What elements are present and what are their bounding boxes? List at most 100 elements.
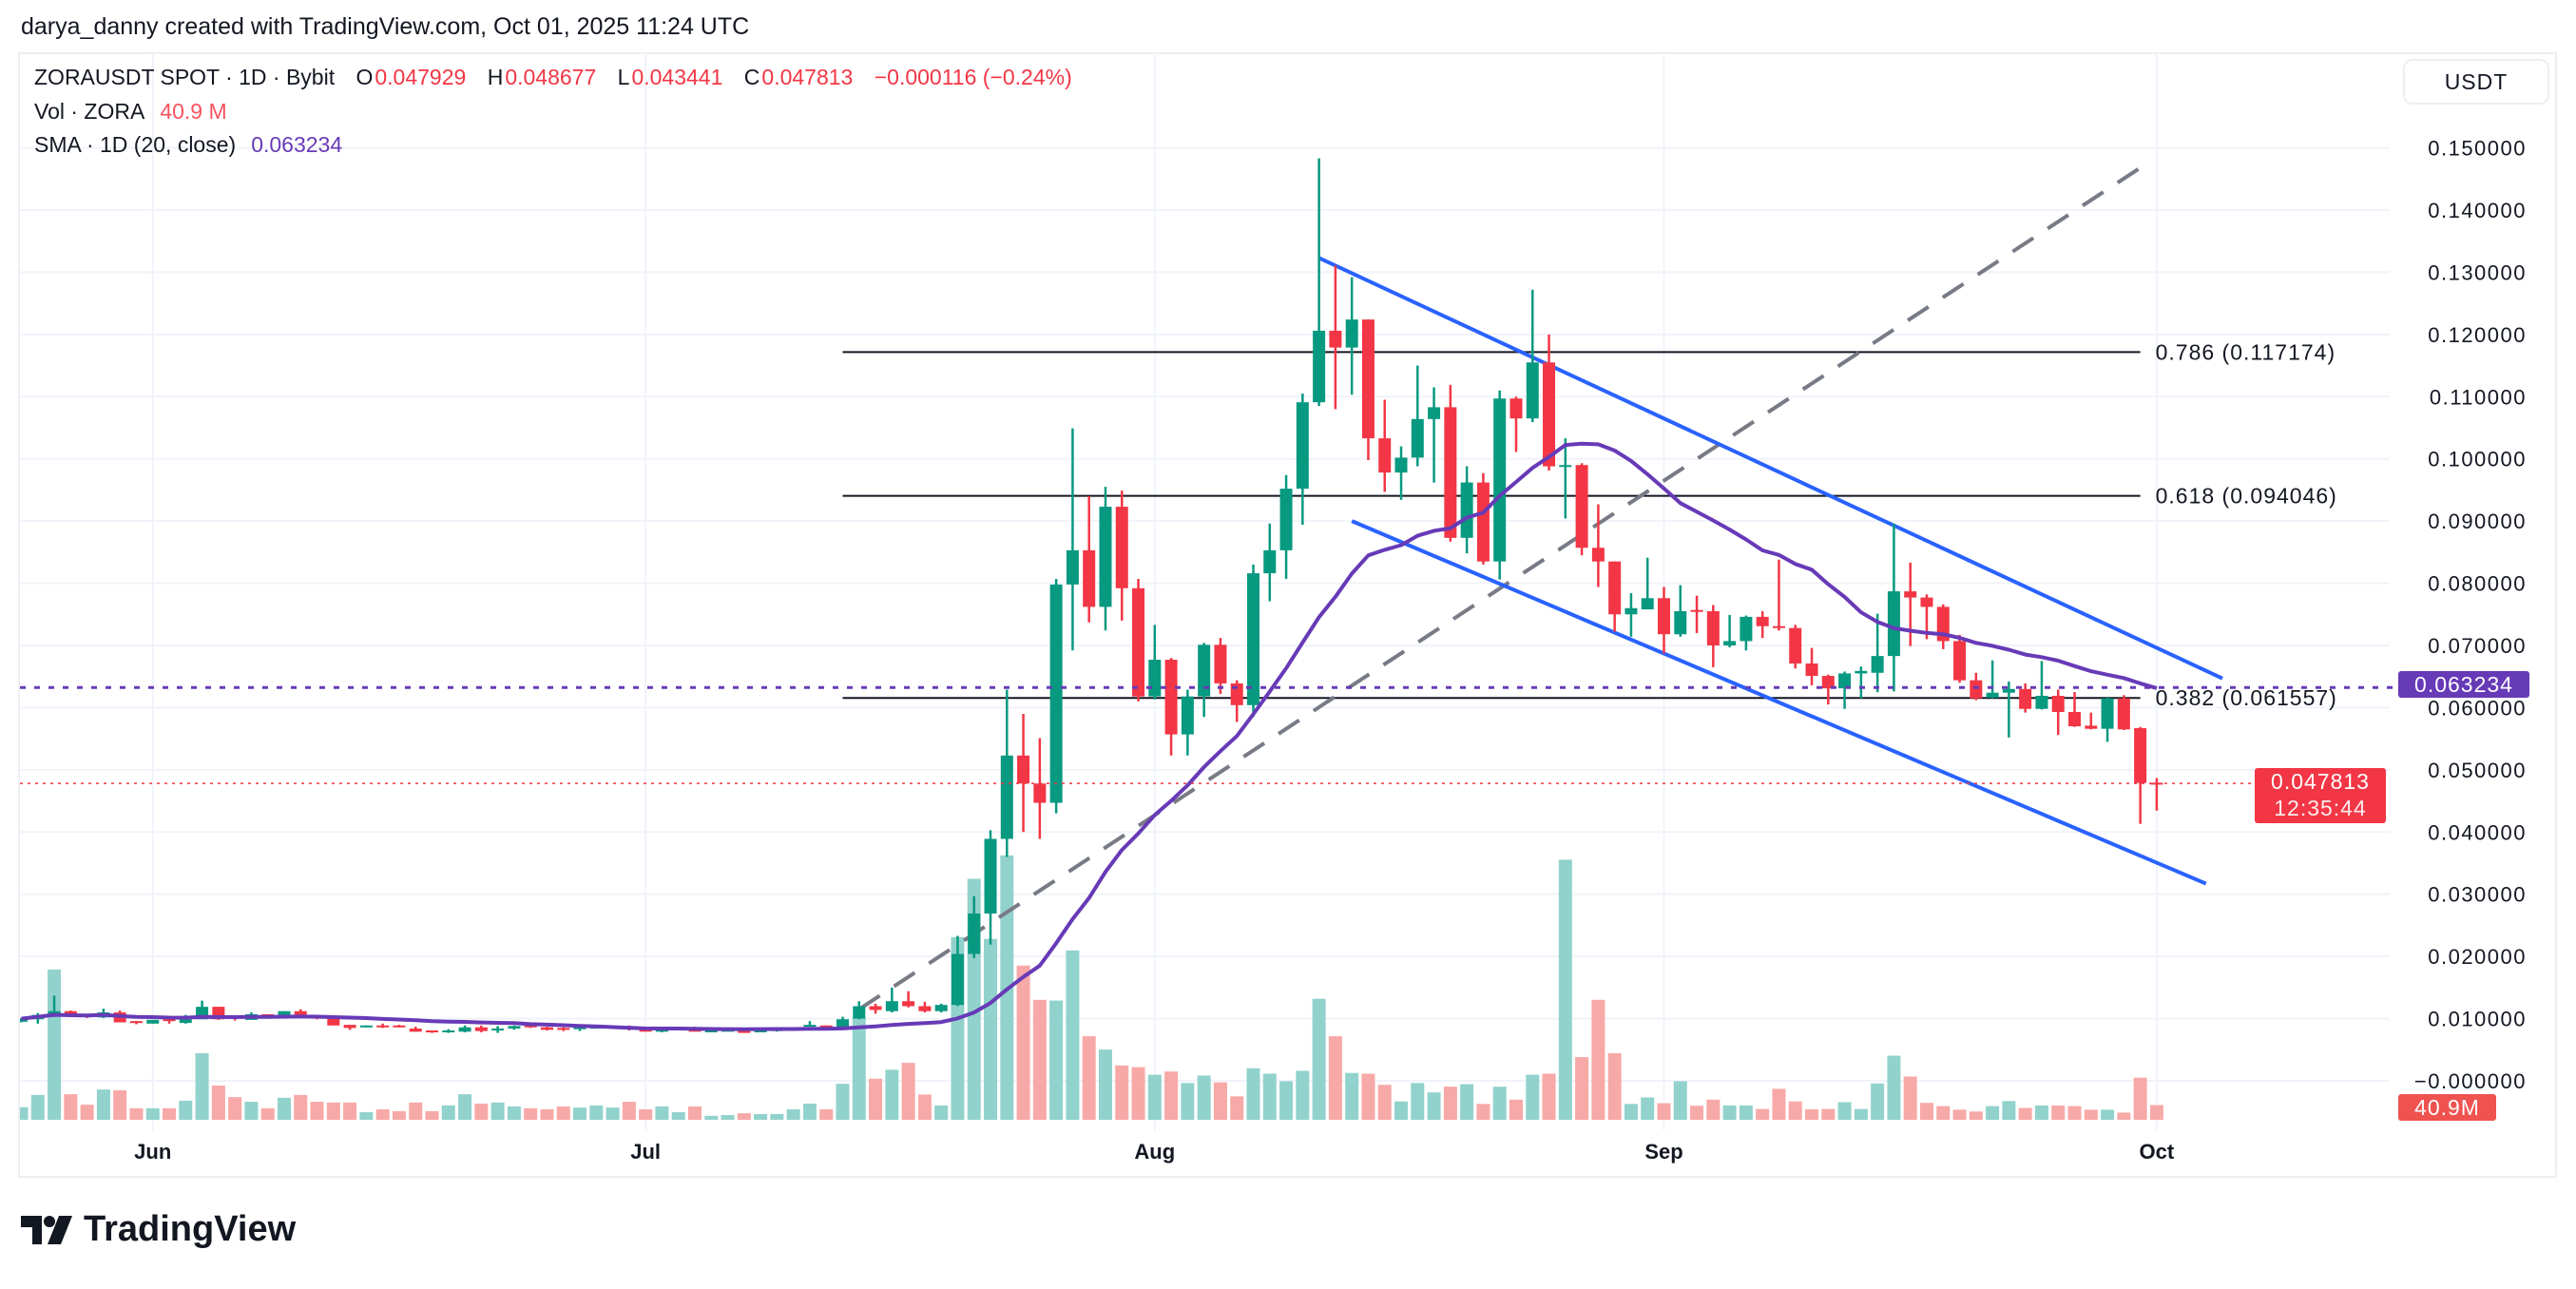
candle-body bbox=[442, 1030, 455, 1033]
chart-credit: darya_danny created with TradingView.com… bbox=[21, 13, 750, 40]
candle-body bbox=[1805, 663, 1818, 677]
candle-body bbox=[2002, 688, 2015, 693]
volume-legend[interactable]: Vol · ZORA 40.9 M bbox=[34, 99, 229, 125]
candle-body bbox=[1099, 507, 1112, 607]
volume-bar bbox=[1049, 1000, 1064, 1120]
candle-body bbox=[836, 1019, 849, 1029]
trend-drawings[interactable] bbox=[857, 165, 2223, 1011]
tradingview-logo[interactable]: TradingView bbox=[21, 1209, 296, 1250]
symbol-legend[interactable]: ZORAUSDT SPOT · 1D · Bybit O0.047929 H0.… bbox=[34, 65, 1074, 90]
channel-lower-line[interactable] bbox=[1351, 519, 2207, 886]
candle-body bbox=[573, 1027, 586, 1029]
volume-bar bbox=[852, 1017, 866, 1120]
volume-bar bbox=[1246, 1068, 1260, 1120]
volume-bar bbox=[1411, 1083, 1425, 1120]
candle-body bbox=[2051, 695, 2065, 713]
bar-countdown: 12:35:44 bbox=[2274, 796, 2367, 820]
volume-bar bbox=[1032, 999, 1047, 1120]
candle-body bbox=[1345, 319, 1358, 348]
candle-body bbox=[557, 1028, 570, 1030]
volume-bar bbox=[556, 1106, 570, 1120]
volume-bar bbox=[1345, 1072, 1359, 1120]
candle bbox=[1740, 615, 1753, 651]
candle bbox=[1723, 614, 1737, 647]
volume-bar bbox=[1394, 1101, 1409, 1120]
price-tick-label: 0.100000 bbox=[2428, 448, 2527, 471]
candle-body bbox=[1838, 673, 1852, 689]
volume-bar bbox=[1164, 1071, 1179, 1120]
candle bbox=[2134, 726, 2147, 824]
volume-bar bbox=[622, 1102, 636, 1120]
sma-legend[interactable]: SMA · 1D (20, close) 0.063234 bbox=[34, 132, 344, 158]
candle-body bbox=[1591, 548, 1605, 562]
candle bbox=[1279, 474, 1293, 579]
price-tick-label: 0.120000 bbox=[2428, 323, 2527, 347]
volume-bar bbox=[1098, 1049, 1112, 1120]
volume-bar bbox=[1903, 1076, 1917, 1120]
volume-bar bbox=[1147, 1074, 1162, 1120]
volume-bar bbox=[737, 1113, 751, 1120]
candle bbox=[885, 987, 898, 1013]
candle-body bbox=[1476, 482, 1490, 562]
volume-bar bbox=[310, 1102, 324, 1120]
candle-body bbox=[1706, 611, 1720, 645]
candle bbox=[1049, 578, 1063, 814]
candle bbox=[1428, 387, 1441, 483]
volume-bar bbox=[1476, 1104, 1490, 1120]
price-lines bbox=[20, 685, 2397, 784]
candle bbox=[1887, 523, 1900, 692]
candle bbox=[359, 1025, 373, 1028]
candle bbox=[1855, 666, 1868, 699]
candle bbox=[1674, 585, 1687, 637]
candle-body bbox=[146, 1019, 160, 1024]
candle-body bbox=[1181, 696, 1194, 735]
volume-bar bbox=[474, 1103, 489, 1120]
volume-bar bbox=[1296, 1070, 1310, 1120]
candle-body bbox=[1608, 561, 1622, 615]
candle-body bbox=[902, 1001, 915, 1007]
price-tick-label: 0.140000 bbox=[2428, 199, 2527, 222]
volume-bar bbox=[1706, 1099, 1721, 1120]
currency-button[interactable]: USDT bbox=[2403, 59, 2549, 105]
sma-label: SMA · 1D (20, close) bbox=[34, 132, 237, 157]
candle bbox=[1033, 738, 1047, 839]
candle-body bbox=[951, 953, 964, 1006]
candle-body bbox=[1361, 319, 1375, 439]
dashed-trendline[interactable] bbox=[857, 165, 2142, 1011]
volume-bar bbox=[671, 1112, 685, 1120]
volume-bar bbox=[655, 1106, 669, 1120]
volume-bar bbox=[20, 1106, 29, 1120]
volume-bar bbox=[1821, 1108, 1836, 1120]
volume-bar bbox=[1641, 1097, 1655, 1120]
candle bbox=[1641, 557, 1654, 610]
candle bbox=[1936, 604, 1950, 649]
low-label: L bbox=[617, 65, 630, 89]
candle bbox=[1559, 438, 1572, 519]
time-tick-label: Aug bbox=[1134, 1140, 1175, 1164]
candle bbox=[902, 991, 915, 1008]
volume-bar bbox=[244, 1102, 259, 1120]
volume-bar bbox=[1213, 1082, 1227, 1120]
candle-body bbox=[426, 1030, 438, 1033]
candle-body bbox=[1772, 625, 1785, 628]
volume-bar bbox=[770, 1113, 784, 1120]
volume-bar bbox=[129, 1107, 144, 1120]
volume-bar bbox=[163, 1107, 177, 1120]
price-tick-label: 0.040000 bbox=[2428, 820, 2527, 844]
candle-body bbox=[1559, 465, 1572, 468]
candle-body bbox=[1329, 330, 1342, 348]
candle bbox=[2068, 692, 2081, 727]
candle-body bbox=[1543, 362, 1556, 467]
candle bbox=[1591, 504, 1605, 587]
last-price-tag: 0.047813 12:35:44 bbox=[2255, 768, 2386, 823]
fib-retracement[interactable]: 0.786 (0.117174) 0.618 (0.094046) 0.382 (0… bbox=[842, 339, 2337, 710]
channel-upper-line[interactable] bbox=[1317, 256, 2223, 681]
volume-bar bbox=[606, 1107, 620, 1120]
candle-body bbox=[1658, 598, 1670, 635]
volume-bar bbox=[1230, 1096, 1244, 1120]
candle bbox=[2002, 681, 2015, 738]
candle bbox=[1460, 466, 1473, 554]
volume-bar bbox=[1887, 1055, 1901, 1120]
candle-body bbox=[1428, 407, 1441, 419]
